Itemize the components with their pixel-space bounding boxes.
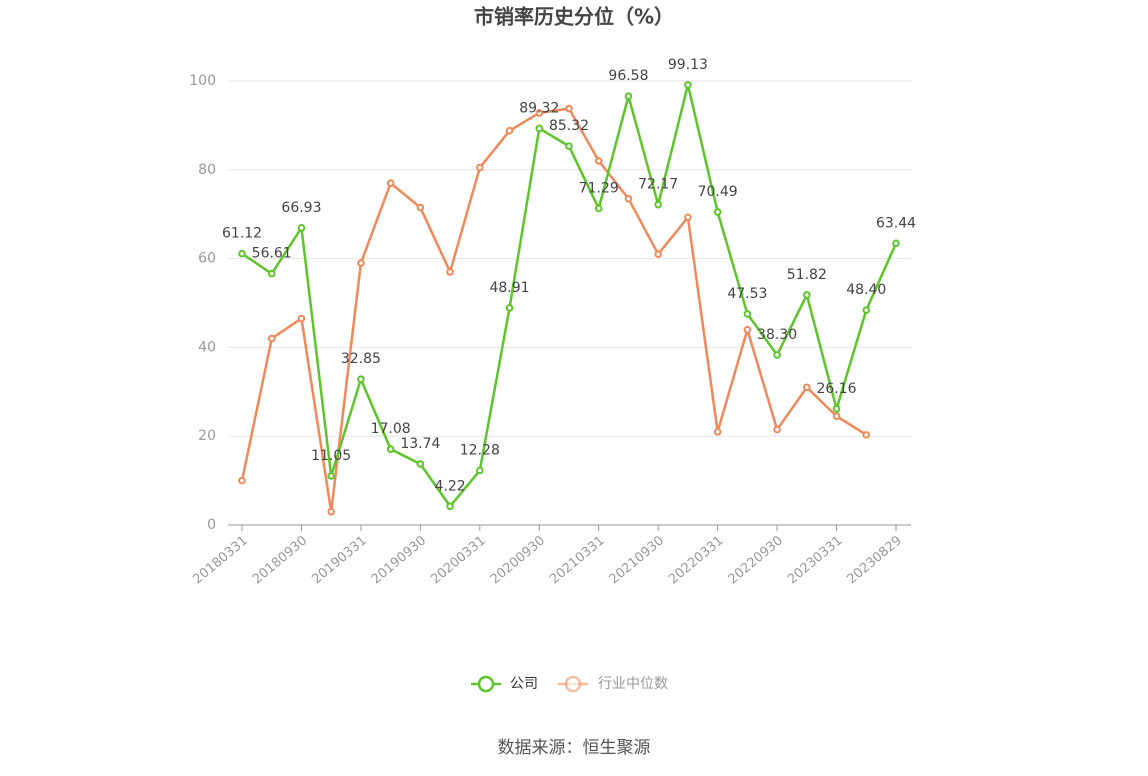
data-point	[624, 92, 633, 100]
x-tick-label: 20230331	[785, 533, 845, 587]
y-tick-label: 60	[198, 251, 216, 267]
y-tick-label: 80	[198, 162, 216, 178]
data-point	[446, 268, 454, 276]
x-tick-label: 20230829	[844, 533, 904, 587]
x-tick-label: 20180331	[190, 533, 250, 587]
data-label: 89.32	[519, 100, 559, 116]
y-tick-label: 40	[198, 339, 216, 355]
legend-marker	[564, 675, 582, 693]
data-label: 71.29	[579, 180, 619, 196]
data-label: 96.58	[608, 68, 648, 84]
data-point	[267, 334, 276, 343]
data-point	[654, 250, 662, 258]
data-label: 32.85	[341, 351, 381, 367]
data-label: 70.49	[698, 184, 738, 200]
data-point	[535, 124, 544, 133]
data-point	[297, 224, 306, 232]
x-tick-label: 20220930	[726, 533, 786, 587]
data-point	[862, 306, 871, 314]
data-point	[357, 259, 365, 267]
data-point	[803, 291, 811, 299]
data-point	[416, 203, 425, 212]
data-point	[386, 445, 395, 453]
data-label: 47.53	[727, 286, 767, 302]
data-label: 85.32	[549, 118, 589, 134]
x-tick-label: 20200331	[428, 533, 488, 587]
data-point	[357, 375, 365, 383]
x-tick-label: 20200930	[488, 533, 548, 587]
data-label: 66.93	[281, 200, 321, 216]
data-point	[565, 104, 573, 113]
x-tick-label: 20210930	[607, 533, 667, 587]
data-point	[327, 507, 335, 516]
x-tick-label: 20190331	[309, 533, 369, 587]
source-note: 数据来源：恒生聚源	[498, 738, 651, 758]
x-tick-label: 20210331	[547, 533, 607, 587]
data-label: 51.82	[787, 267, 827, 283]
data-point	[654, 200, 662, 209]
data-label: 48.40	[846, 282, 886, 298]
data-label: 48.91	[489, 280, 529, 296]
data-point	[832, 405, 841, 413]
data-point	[713, 427, 722, 436]
data-point	[446, 502, 454, 511]
chart-title: 市销率历史分位（%）	[474, 5, 674, 29]
data-point	[803, 383, 811, 392]
data-point	[476, 466, 484, 475]
data-label: 26.16	[816, 381, 856, 397]
data-label: 11.05	[311, 448, 351, 464]
data-point	[713, 208, 722, 216]
data-point	[594, 157, 603, 165]
data-point	[535, 109, 544, 117]
data-label: 12.28	[460, 442, 500, 458]
data-point	[743, 325, 752, 334]
data-point	[862, 431, 871, 439]
data-point	[267, 269, 276, 278]
data-point	[684, 81, 692, 89]
data-label: 13.74	[400, 436, 440, 452]
data-label: 4.22	[435, 478, 466, 494]
x-tick-label: 20220331	[666, 533, 726, 587]
data-label: 72.17	[638, 177, 678, 193]
data-label: 38.30	[757, 327, 797, 343]
data-point	[892, 239, 900, 248]
data-point	[327, 472, 335, 480]
x-tick-label: 20190930	[369, 533, 429, 587]
data-label: 56.61	[252, 246, 292, 262]
data-label: 99.13	[668, 57, 708, 73]
legend-marker	[477, 675, 495, 693]
data-label: 63.44	[876, 215, 916, 231]
x-tick-label: 20180930	[250, 533, 310, 587]
data-point	[505, 126, 514, 135]
series-line	[240, 107, 867, 512]
y-tick-label: 100	[189, 73, 216, 89]
data-label: 61.12	[222, 226, 262, 242]
legend-label[interactable]: 行业中位数	[598, 676, 668, 692]
y-tick-label: 20	[198, 428, 216, 444]
data-point	[476, 163, 484, 172]
data-point	[773, 425, 781, 434]
data-point	[773, 351, 781, 359]
data-point	[684, 213, 692, 222]
data-point	[832, 412, 841, 421]
data-point	[505, 304, 514, 312]
data-point	[416, 460, 425, 468]
data-point	[297, 314, 306, 323]
data-point	[624, 194, 633, 203]
data-point	[386, 179, 395, 187]
data-point	[743, 310, 752, 318]
data-point	[565, 142, 573, 150]
data-point	[238, 476, 246, 485]
legend-label[interactable]: 公司	[510, 676, 538, 692]
y-tick-label: 0	[207, 517, 216, 533]
data-point	[594, 204, 603, 213]
data-point	[238, 249, 246, 258]
data-label: 17.08	[371, 421, 411, 437]
